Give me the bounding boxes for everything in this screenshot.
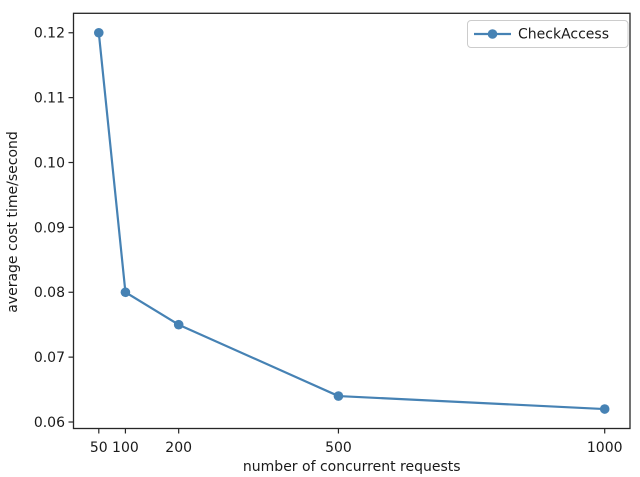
y-tick-label: 0.07	[34, 350, 65, 366]
x-tick-label: 100	[112, 440, 139, 456]
x-axis-label: number of concurrent requests	[243, 459, 461, 475]
y-tick-label: 0.06	[34, 415, 65, 431]
legend-marker-icon	[487, 29, 498, 39]
data-point-marker	[173, 319, 184, 330]
data-point-marker	[333, 391, 344, 401]
data-point-marker	[93, 27, 104, 38]
series-line	[97, 31, 606, 411]
y-axis-label: average cost time/second	[5, 131, 21, 313]
y-tick-label: 0.12	[34, 26, 65, 42]
axes-spines	[72, 12, 631, 430]
legend: CheckAccess	[467, 20, 629, 48]
data-point-marker	[120, 287, 131, 298]
x-tick-label: 200	[165, 440, 192, 456]
x-tick-label: 500	[325, 440, 352, 456]
legend-entry-label: CheckAccess	[518, 27, 609, 43]
x-tick-label: 50	[90, 440, 108, 456]
y-tick-label: 0.09	[34, 220, 65, 236]
x-tick-label: 1000	[587, 440, 623, 456]
y-tick-label: 0.08	[34, 285, 65, 301]
plot-area: 50 100 200 500 1000 0.06 0.07 0.08 0.09 0.10 0.11 0…	[34, 12, 631, 456]
legend-box	[467, 20, 629, 48]
data-point-marker	[599, 404, 610, 414]
y-tick-label: 0.10	[34, 155, 65, 171]
y-tick-label: 0.11	[34, 91, 65, 107]
